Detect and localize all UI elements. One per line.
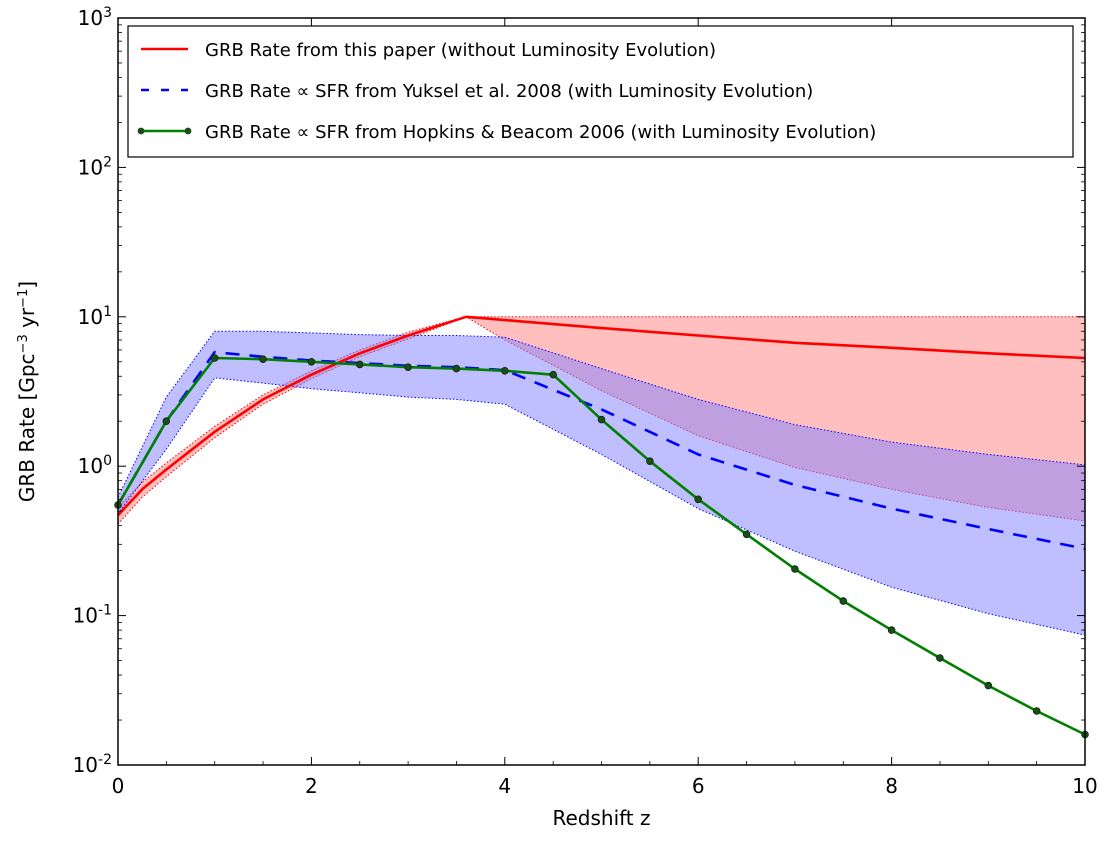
data-point bbox=[549, 370, 557, 379]
legend-label-0: GRB Rate from this paper (without Lumino… bbox=[205, 40, 716, 61]
y-axis-label-main: GRB Rate [Gpc bbox=[15, 353, 39, 502]
band-edge-0-band_upper bbox=[117, 316, 1085, 508]
x-tick-label: 10 bbox=[1072, 774, 1097, 798]
data-point bbox=[742, 530, 751, 539]
x-tick-label: 6 bbox=[692, 774, 705, 798]
data-point bbox=[839, 597, 848, 605]
series-line-1 bbox=[116, 350, 1086, 551]
axis-ticks bbox=[117, 17, 1086, 766]
y-tick-label: 10-1 bbox=[73, 603, 112, 628]
legend-marker bbox=[137, 127, 145, 135]
data-point bbox=[404, 363, 412, 372]
confidence-bands bbox=[117, 316, 1086, 636]
y-axis-label: GRB Rate [Gpc−3 yr−1] bbox=[15, 281, 39, 502]
legend-box bbox=[127, 25, 1074, 158]
series-line-0 bbox=[117, 315, 1086, 517]
legend-label-2: GRB Rate ∝ SFR from Hopkins & Beacom 200… bbox=[205, 122, 876, 143]
data-point bbox=[791, 565, 799, 573]
legend: GRB Rate from this paper (without Lumino… bbox=[127, 25, 1074, 158]
x-tick-label: 4 bbox=[498, 774, 511, 798]
data-point bbox=[307, 357, 316, 366]
band-edge-1-band_lower bbox=[117, 377, 1086, 636]
band-edge-1-band_upper bbox=[117, 330, 1086, 498]
y-tick-label: 102 bbox=[78, 154, 112, 179]
y-tick-label: 103 bbox=[78, 5, 112, 30]
data-point bbox=[500, 366, 509, 375]
data-point bbox=[646, 457, 654, 466]
data-point bbox=[694, 495, 702, 504]
y-axis-label-exp2: −1 bbox=[16, 289, 31, 308]
x-tick-label: 0 bbox=[112, 774, 125, 798]
y-tick-label: 10-2 bbox=[73, 752, 112, 777]
y-tick-label: 101 bbox=[78, 304, 112, 329]
x-tick-label: 8 bbox=[885, 774, 898, 798]
legend-marker bbox=[184, 127, 192, 135]
tick-labels: 0 2 4 6 8 10 10-2 10-1 100 101 102 103 bbox=[73, 5, 1098, 798]
x-axis-label: Redshift z bbox=[552, 806, 650, 830]
x-tick-label: 2 bbox=[305, 774, 318, 798]
data-point bbox=[984, 681, 993, 690]
data-point bbox=[452, 364, 461, 373]
series-markers bbox=[114, 354, 1089, 739]
data-point bbox=[887, 626, 896, 634]
data-point bbox=[936, 654, 944, 662]
legend-label-1: GRB Rate ∝ SFR from Yuksel et al. 2008 (… bbox=[205, 81, 813, 102]
data-point bbox=[1032, 707, 1041, 715]
y-axis-label-exp1: −3 bbox=[16, 334, 31, 353]
band-edge-0-band_lower bbox=[117, 316, 1086, 525]
data-point bbox=[162, 417, 171, 426]
data-point bbox=[259, 355, 267, 364]
y-axis-label-end: ] bbox=[15, 281, 39, 289]
data-point bbox=[355, 360, 364, 369]
data-point bbox=[597, 415, 606, 424]
y-axis-label-mid: yr bbox=[15, 307, 39, 334]
y-tick-label: 100 bbox=[78, 453, 112, 478]
data-point bbox=[210, 354, 219, 362]
band-1 bbox=[118, 331, 1085, 636]
